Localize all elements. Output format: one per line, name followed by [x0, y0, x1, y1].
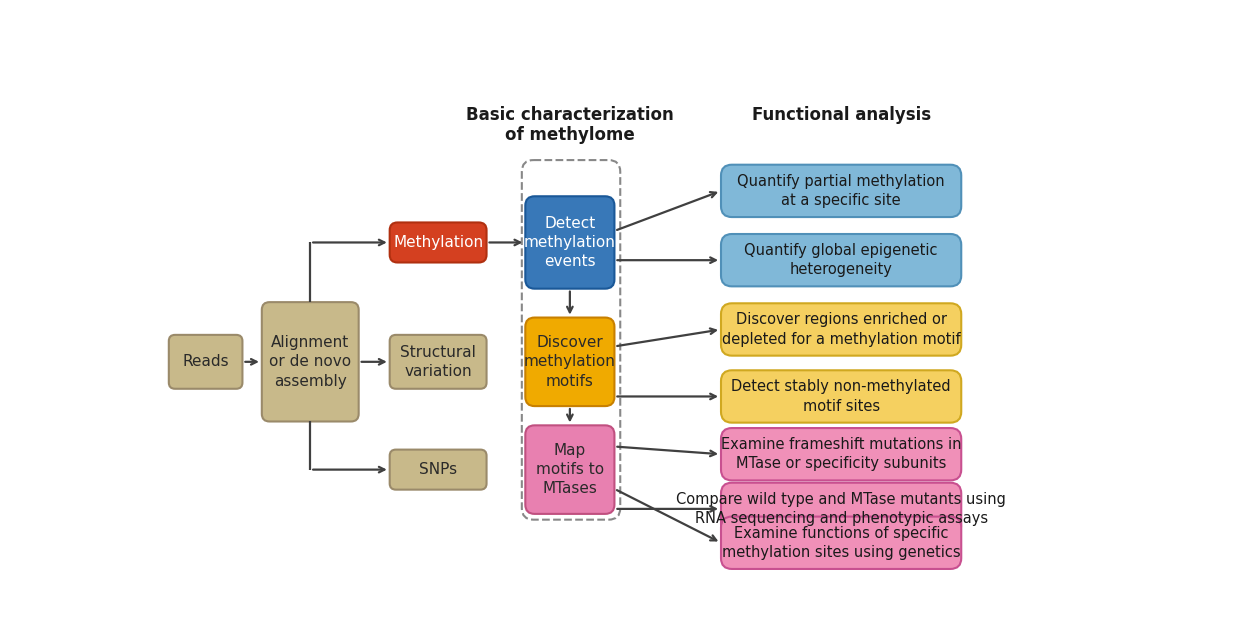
FancyBboxPatch shape	[722, 303, 961, 356]
Text: Discover regions enriched or
depleted for a methylation motif: Discover regions enriched or depleted fo…	[722, 312, 960, 347]
FancyBboxPatch shape	[722, 517, 961, 569]
FancyBboxPatch shape	[722, 165, 961, 217]
Text: Detect stably non-methylated
motif sites: Detect stably non-methylated motif sites	[732, 379, 951, 413]
FancyBboxPatch shape	[722, 370, 961, 422]
Text: Map
motifs to
MTases: Map motifs to MTases	[535, 443, 604, 496]
FancyBboxPatch shape	[525, 317, 615, 406]
Text: of methylome: of methylome	[505, 126, 635, 144]
Text: SNPs: SNPs	[419, 462, 457, 477]
FancyBboxPatch shape	[525, 426, 615, 514]
Text: Basic characterization: Basic characterization	[466, 106, 673, 124]
FancyBboxPatch shape	[390, 335, 487, 389]
Text: Examine functions of specific
methylation sites using genetics: Examine functions of specific methylatio…	[722, 526, 960, 560]
FancyBboxPatch shape	[722, 234, 961, 287]
FancyBboxPatch shape	[722, 483, 961, 535]
Text: Compare wild type and MTase mutants using
RNA sequencing and phenotypic assays: Compare wild type and MTase mutants usin…	[676, 492, 1006, 526]
FancyBboxPatch shape	[390, 222, 487, 263]
Text: Discover
methylation
motifs: Discover methylation motifs	[524, 335, 616, 388]
Text: Examine frameshift mutations in
MTase or specificity subunits: Examine frameshift mutations in MTase or…	[720, 437, 961, 471]
Text: Functional analysis: Functional analysis	[751, 106, 930, 124]
FancyBboxPatch shape	[525, 196, 615, 288]
Text: Quantify global epigenetic
heterogeneity: Quantify global epigenetic heterogeneity	[744, 243, 938, 278]
Text: Structural
variation: Structural variation	[400, 345, 476, 379]
FancyBboxPatch shape	[262, 302, 359, 422]
Text: Detect
methylation
events: Detect methylation events	[524, 216, 616, 269]
FancyBboxPatch shape	[169, 335, 242, 389]
FancyBboxPatch shape	[390, 449, 487, 490]
Text: Reads: Reads	[183, 354, 229, 369]
Text: Methylation: Methylation	[392, 235, 483, 250]
Text: Alignment
or de novo
assembly: Alignment or de novo assembly	[270, 335, 351, 388]
Text: Quantify partial methylation
at a specific site: Quantify partial methylation at a specif…	[738, 174, 945, 208]
FancyBboxPatch shape	[722, 428, 961, 480]
